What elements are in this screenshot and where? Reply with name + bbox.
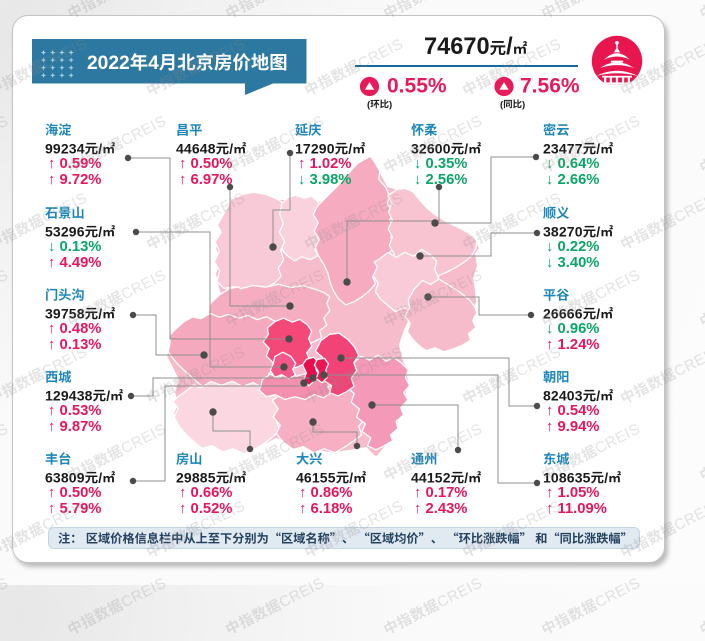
svg-text:↑ 0.54%: ↑ 0.54% [546,403,599,419]
svg-text:17290: 17290 [295,141,335,156]
svg-text:↑ 0.53%: ↑ 0.53% [48,403,101,419]
svg-text:): ) [522,99,525,110]
svg-text:46155: 46155 [296,470,336,485]
svg-text:↑ 5.79%: ↑ 5.79% [48,501,101,517]
svg-text:0.55%: 0.55% [387,74,447,97]
svg-text:/: / [229,141,233,156]
svg-text:↑ 6.18%: ↑ 6.18% [299,501,352,517]
svg-text:↑ 0.52%: ↑ 0.52% [179,501,232,517]
svg-text:↑ 1.02%: ↑ 1.02% [298,156,351,172]
svg-text:(: ( [367,99,371,110]
svg-text:99234: 99234 [45,141,85,156]
svg-text:(: ( [500,99,504,110]
svg-text:/: / [596,388,600,403]
svg-text:↓ 0.22%: ↓ 0.22% [546,239,599,255]
svg-text:2022: 2022 [87,53,130,74]
svg-text:129438: 129438 [45,388,93,403]
svg-text:/: / [98,470,102,485]
svg-text:/: / [596,306,600,321]
svg-text:↓ 3.98%: ↓ 3.98% [298,172,351,188]
svg-text:↓ 0.96%: ↓ 0.96% [546,321,599,337]
svg-text:↓ 2.66%: ↓ 2.66% [546,172,599,188]
svg-text:4: 4 [148,53,159,74]
svg-text:↑ 0.86%: ↑ 0.86% [299,485,352,501]
svg-text:↑ 1.05%: ↑ 1.05% [546,485,599,501]
svg-text:CREIS: CREIS [0,574,11,611]
svg-text:/: / [464,470,468,485]
svg-text:↑ 9.94%: ↑ 9.94% [546,419,599,435]
svg-text:/: / [596,141,600,156]
svg-text:29885: 29885 [176,470,216,485]
svg-text:↑ 0.66%: ↑ 0.66% [179,485,232,501]
svg-text:/: / [98,224,102,239]
svg-text:↑ 9.87%: ↑ 9.87% [48,419,101,435]
svg-text:/: / [229,470,233,485]
svg-text:38270: 38270 [543,224,583,239]
svg-text:7.56%: 7.56% [520,74,580,97]
svg-text:↑ 9.72%: ↑ 9.72% [48,172,101,188]
svg-text:↓ 0.35%: ↓ 0.35% [414,156,467,172]
svg-text:/: / [348,141,352,156]
svg-text:↑ 2.43%: ↑ 2.43% [414,501,467,517]
svg-text:↑ 1.24%: ↑ 1.24% [546,337,599,353]
svg-text:/: / [464,141,468,156]
svg-text:/: / [349,470,353,485]
svg-text:↑ 0.50%: ↑ 0.50% [179,156,232,172]
svg-text:/: / [98,306,102,321]
svg-text:↓ 0.13%: ↓ 0.13% [48,239,101,255]
svg-text:↑ 0.13%: ↑ 0.13% [48,337,101,353]
svg-text:↑ 0.50%: ↑ 0.50% [48,485,101,501]
svg-text:108635: 108635 [543,470,591,485]
svg-text:/: / [506,33,513,59]
svg-text:/: / [596,224,600,239]
svg-text:↑ 4.49%: ↑ 4.49% [48,255,101,271]
svg-text:44648: 44648 [176,141,216,156]
svg-text:↑ 0.17%: ↑ 0.17% [414,485,467,501]
svg-text:↑ 11.09%: ↑ 11.09% [546,501,607,517]
svg-text:): ) [389,99,392,110]
svg-text:53296: 53296 [45,224,85,239]
svg-text:44152: 44152 [411,470,451,485]
svg-text:↓ 2.56%: ↓ 2.56% [414,172,467,188]
svg-text:82403: 82403 [543,388,583,403]
svg-text:↑ 0.48%: ↑ 0.48% [48,321,101,337]
svg-text:/: / [106,388,110,403]
svg-text:/: / [604,470,608,485]
svg-text:↑ 6.97%: ↑ 6.97% [179,172,232,188]
svg-text:↓ 3.40%: ↓ 3.40% [546,255,599,271]
svg-text:74670: 74670 [424,33,490,59]
